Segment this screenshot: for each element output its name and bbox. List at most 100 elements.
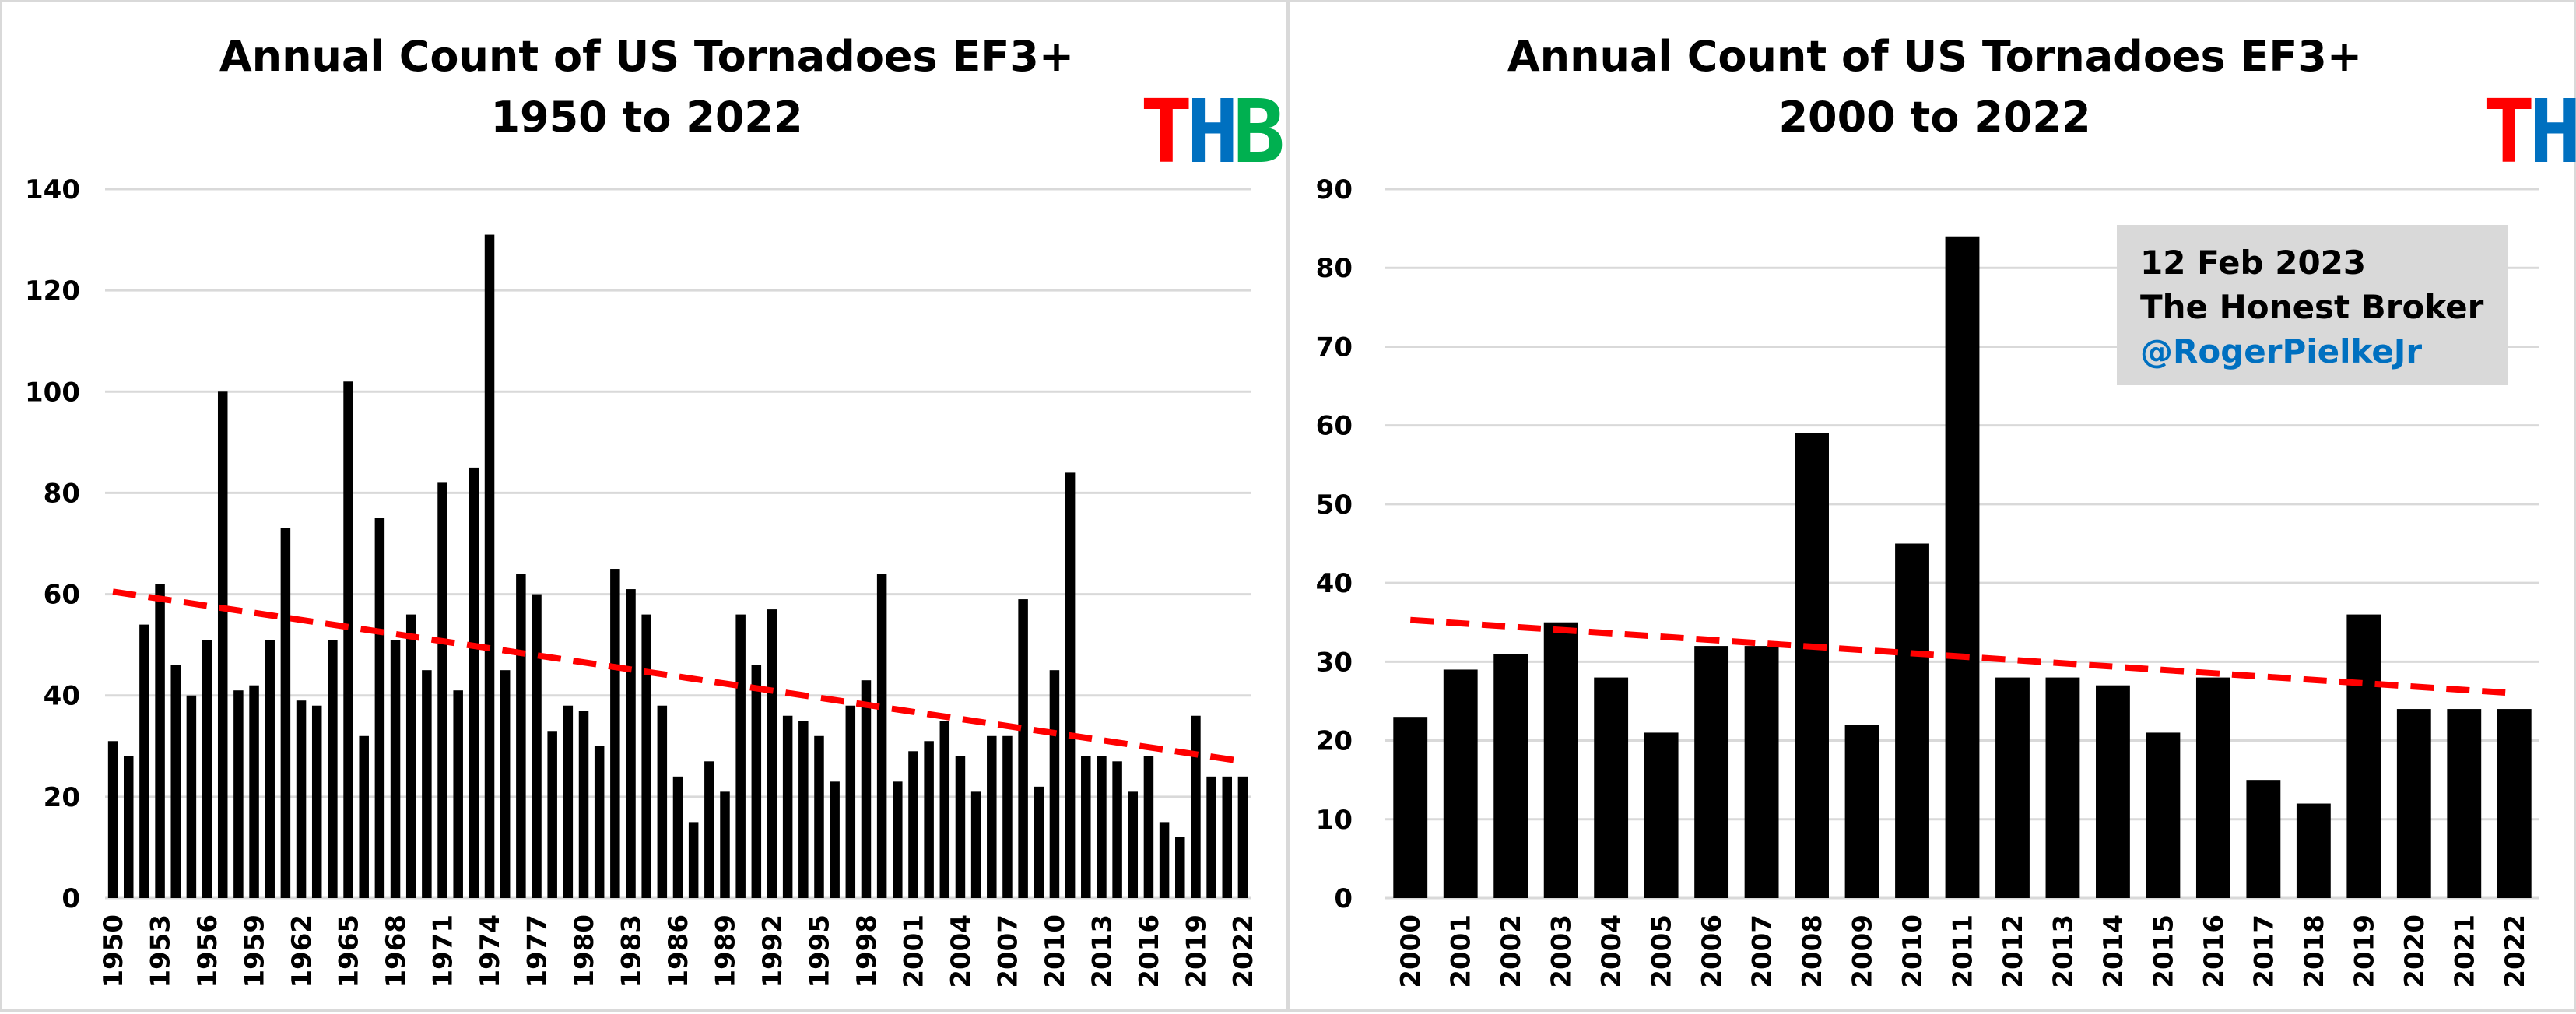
bar bbox=[405, 614, 416, 898]
bar bbox=[970, 791, 981, 898]
bar bbox=[374, 518, 385, 898]
x-tick-label: 2012 bbox=[1998, 914, 2029, 988]
bar bbox=[767, 609, 777, 898]
bar bbox=[751, 665, 762, 898]
x-tick-label: 2003 bbox=[1546, 914, 1578, 988]
x-tick-label: 1974 bbox=[475, 914, 506, 988]
bar bbox=[547, 731, 557, 898]
y-tick-label: 90 bbox=[1316, 174, 1353, 205]
x-tick-label: 2013 bbox=[1086, 914, 1118, 988]
x-tick-label: 1977 bbox=[522, 914, 553, 988]
y-tick-label: 120 bbox=[25, 275, 80, 307]
bar bbox=[217, 391, 228, 898]
x-tick-label: 1983 bbox=[616, 914, 648, 988]
x-tick-label: 1956 bbox=[192, 914, 223, 988]
bar bbox=[720, 791, 730, 898]
bar bbox=[155, 584, 165, 898]
bar bbox=[798, 721, 809, 898]
x-tick-label: 1962 bbox=[286, 914, 318, 988]
x-tick-label: 2016 bbox=[2199, 914, 2230, 988]
bar bbox=[578, 711, 589, 898]
bar bbox=[1237, 776, 1248, 898]
chart-panel-1950-2022: Annual Count of US Tornadoes EF3+ 1950 t… bbox=[0, 0, 1288, 1012]
bar bbox=[1393, 717, 1428, 898]
x-tick-label: 2022 bbox=[1228, 914, 1259, 988]
thb-logo: THB bbox=[2483, 82, 2576, 183]
x-tick-label: 1953 bbox=[146, 914, 177, 988]
bar bbox=[626, 589, 636, 898]
bar bbox=[641, 614, 651, 898]
y-tick-label: 80 bbox=[1316, 253, 1353, 284]
y-tick-label: 80 bbox=[44, 478, 80, 509]
x-tick-label: 2008 bbox=[1797, 914, 1828, 988]
x-tick-label: 2021 bbox=[2449, 914, 2480, 988]
trend-line bbox=[112, 588, 1244, 765]
y-tick-label: 60 bbox=[1316, 411, 1353, 442]
x-tick-label: 1968 bbox=[381, 914, 412, 988]
logo-letter-b: B bbox=[1232, 82, 1285, 183]
bar bbox=[107, 741, 118, 898]
x-tick-label: 2014 bbox=[2098, 914, 2129, 988]
y-tick-label: 40 bbox=[1316, 568, 1353, 599]
bar bbox=[280, 528, 291, 898]
x-tick-label: 2011 bbox=[1948, 914, 1979, 988]
bar bbox=[735, 614, 746, 898]
attribution-box: 12 Feb 2023 The Honest Broker @RogerPiel… bbox=[2117, 225, 2508, 385]
y-tick-label: 0 bbox=[61, 883, 80, 914]
bar bbox=[1206, 776, 1216, 898]
x-tick-label: 2007 bbox=[1747, 914, 1778, 988]
bar bbox=[233, 690, 244, 898]
x-tick-label: 2002 bbox=[1496, 914, 1527, 988]
bar bbox=[782, 715, 793, 898]
x-tick-label: 2001 bbox=[1446, 914, 1477, 988]
bar bbox=[469, 467, 479, 898]
bar bbox=[1191, 715, 1201, 898]
bar bbox=[2045, 677, 2080, 898]
bar bbox=[123, 756, 134, 898]
x-tick-label: 2020 bbox=[2399, 914, 2430, 988]
bar bbox=[939, 721, 950, 898]
bar bbox=[861, 680, 872, 898]
logo-letter-t: T bbox=[2483, 82, 2535, 183]
bar bbox=[1128, 791, 1139, 898]
bar bbox=[343, 381, 353, 898]
bar bbox=[500, 670, 511, 898]
x-tick-label: 1980 bbox=[569, 914, 600, 988]
y-tick-label: 0 bbox=[1334, 883, 1353, 914]
bar bbox=[594, 746, 605, 898]
bar bbox=[830, 781, 840, 898]
y-tick-label: 140 bbox=[25, 174, 80, 205]
x-tick-label: 2013 bbox=[2048, 914, 2079, 988]
bar bbox=[1443, 669, 1478, 898]
bar bbox=[657, 705, 668, 898]
trend-line bbox=[1409, 616, 2515, 696]
chart-panel-2000-2022: Annual Count of US Tornadoes EF3+ 2000 t… bbox=[1288, 0, 2576, 1012]
bar bbox=[2195, 677, 2230, 898]
bar bbox=[1744, 646, 1779, 898]
chart-svg-1950-2022: Annual Count of US Tornadoes EF3+ 1950 t… bbox=[25, 32, 1259, 988]
bar bbox=[453, 690, 463, 898]
bar bbox=[1159, 822, 1170, 898]
attribution-publication: The Honest Broker bbox=[2140, 288, 2484, 326]
x-tick-label: 2001 bbox=[898, 914, 929, 988]
chart-title: Annual Count of US Tornadoes EF3+ bbox=[219, 32, 1074, 81]
bar bbox=[610, 569, 620, 898]
logo-letter-t: T bbox=[1140, 82, 1192, 183]
bar bbox=[1002, 735, 1013, 898]
bar bbox=[437, 482, 447, 898]
bar bbox=[1049, 670, 1060, 898]
bar bbox=[328, 640, 338, 898]
bar bbox=[1018, 599, 1028, 898]
x-tick-label: 2016 bbox=[1134, 914, 1165, 988]
x-tick-label: 2004 bbox=[946, 914, 977, 988]
bar bbox=[296, 700, 307, 898]
bar bbox=[876, 574, 887, 898]
bar bbox=[170, 665, 181, 898]
bar bbox=[1222, 776, 1233, 898]
bar bbox=[265, 640, 275, 898]
bar bbox=[987, 735, 997, 898]
bar bbox=[1143, 756, 1154, 898]
x-tick-label: 2006 bbox=[1697, 914, 1728, 988]
x-tick-label: 1965 bbox=[334, 914, 365, 988]
